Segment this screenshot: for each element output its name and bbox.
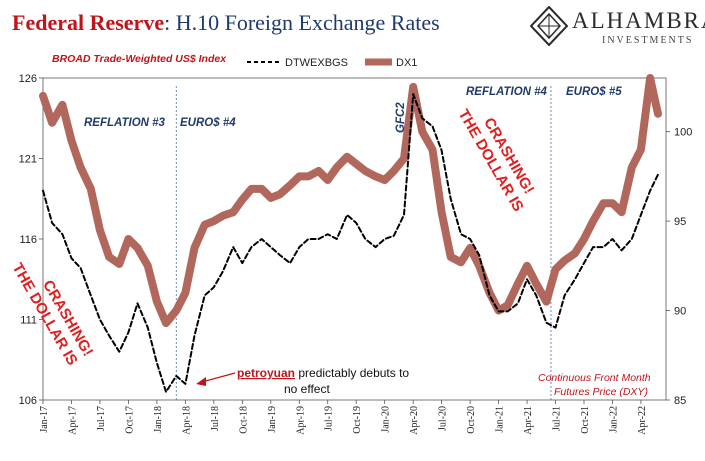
legend-dtwexbgs-label: DTWEXBGS <box>285 57 348 69</box>
x-tick-label-apr-17: Apr-17 <box>68 406 79 435</box>
petroyuan-arrowhead <box>196 377 206 386</box>
x-tick-label-apr-22: Apr-22 <box>637 406 648 435</box>
y-right-tick-90: 90 <box>674 306 686 318</box>
diamond-logo-icon <box>530 6 568 46</box>
x-tick-label-jan-20: Jan-20 <box>381 406 392 433</box>
petroyuan-arrow <box>201 372 236 383</box>
x-tick-label-oct-18: Oct-18 <box>238 406 249 434</box>
futures-note-line2: Futures Price (DXY) <box>554 386 648 398</box>
x-tick-label-apr-18: Apr-18 <box>181 406 192 435</box>
y-left-tick-106: 106 <box>19 395 37 407</box>
alhambra-logo: ALHAMBRA INVESTMENTS <box>528 6 705 50</box>
x-tick-label-apr-20: Apr-20 <box>409 406 420 435</box>
y-right-tick-85: 85 <box>674 395 686 407</box>
x-tick-label-oct-17: Oct-17 <box>124 406 135 434</box>
logo-sub: INVESTMENTS <box>602 35 694 46</box>
x-tick-label-jan-22: Jan-22 <box>609 406 620 433</box>
x-tick-label-jan-19: Jan-19 <box>267 406 278 433</box>
y-left-tick-111: 111 <box>20 315 37 327</box>
x-tick-label-oct-21: Oct-21 <box>580 406 591 434</box>
chart-subtitle: BROAD Trade-Weighted US$ Index <box>52 53 227 65</box>
x-tick-label-jan-17: Jan-17 <box>39 406 50 433</box>
title-part2: : H.10 Foreign Exchange Rates <box>164 10 440 35</box>
annotation-reflation4: REFLATION #4 <box>466 86 548 98</box>
annotation-gfc2: GFC2 <box>395 102 407 133</box>
y-left-tick-126: 126 <box>19 73 37 85</box>
legend-dx1-label: DX1 <box>396 57 417 69</box>
annotation-reflation3: REFLATION #3 <box>84 117 166 129</box>
y-left-tick-116: 116 <box>19 234 37 246</box>
petroyuan-highlight: petroyuan <box>237 366 295 380</box>
dollar-crashing-text-2: THE DOLLAR IS CRASHING! <box>455 107 538 215</box>
annotation-euros5: EURO$ #5 <box>566 86 622 98</box>
series-line-dx1 <box>39 74 662 328</box>
petroyuan-rest: predictably debuts to <box>295 366 409 380</box>
page-title: Federal Reserve: H.10 Foreign Exchange R… <box>12 10 440 36</box>
x-tick-label-oct-20: Oct-20 <box>466 406 477 434</box>
x-tick-label-jul-19: Jul-19 <box>324 406 335 431</box>
x-tick-label-jan-18: Jan-18 <box>153 406 164 433</box>
annotation-euros4: EURO$ #4 <box>180 117 236 129</box>
x-tick-label-jan-21: Jan-21 <box>495 406 506 433</box>
x-tick-label-jul-21: Jul-21 <box>552 406 563 431</box>
series-line-dtwexbgs <box>42 93 659 393</box>
chart-marks: 106 111 116 121 126 85 90 95 100 Jan-17 Apr-17 Jul-… <box>19 73 693 435</box>
dollar-crashing-text-1: THE DOLLAR IS CRASHING! <box>9 260 97 368</box>
x-tick-label-jul-20: Jul-20 <box>438 406 449 431</box>
x-tick-label-apr-19: Apr-19 <box>295 406 306 435</box>
x-tick-label-jul-17: Jul-17 <box>96 406 107 431</box>
petroyuan-line2: no effect <box>284 382 330 396</box>
y-right-tick-95: 95 <box>674 216 686 228</box>
futures-note-line1: Continuous Front Month <box>538 372 651 384</box>
x-tick-label-oct-19: Oct-19 <box>352 406 363 434</box>
x-tick-label-jul-18: Jul-18 <box>210 406 221 431</box>
petroyuan-annotation: petroyuan predictably debuts to <box>237 366 409 380</box>
y-right-tick-100: 100 <box>674 127 692 139</box>
y-left-tick-121: 121 <box>19 154 37 166</box>
title-part1: Federal Reserve <box>12 10 165 35</box>
logo-brand: ALHAMBRA <box>572 8 705 33</box>
x-tick-label-apr-21: Apr-21 <box>523 406 534 435</box>
